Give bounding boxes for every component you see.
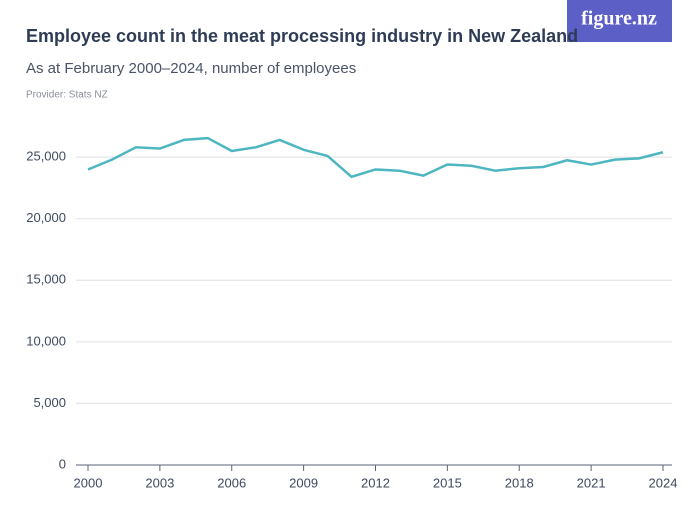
chart-title: Employee count in the meat processing in… — [26, 26, 578, 46]
y-tick-label: 0 — [59, 456, 66, 471]
x-tick-label: 2003 — [145, 475, 174, 490]
x-tick-label: 2015 — [433, 475, 462, 490]
x-tick-label: 2000 — [74, 475, 103, 490]
chart-subtitle: As at February 2000–2024, number of empl… — [26, 60, 356, 77]
y-tick-label: 20,000 — [26, 210, 66, 225]
x-tick-label: 2006 — [217, 475, 246, 490]
x-tick-label: 2012 — [361, 475, 390, 490]
logo: figure.nz — [581, 8, 657, 30]
y-tick-label: 25,000 — [26, 149, 66, 164]
logo-box — [567, 0, 672, 42]
y-tick-label: 15,000 — [26, 272, 66, 287]
x-tick-label: 2018 — [505, 475, 534, 490]
x-tick-label: 2021 — [577, 475, 606, 490]
y-tick-label: 5,000 — [33, 395, 66, 410]
line — [87, 136, 664, 179]
y-tick-label: 10,000 — [26, 333, 66, 348]
x-tick-label: 2009 — [289, 475, 318, 490]
source: Provider: Stats NZ — [26, 90, 108, 101]
x-tick-label: 2024 — [649, 475, 678, 490]
